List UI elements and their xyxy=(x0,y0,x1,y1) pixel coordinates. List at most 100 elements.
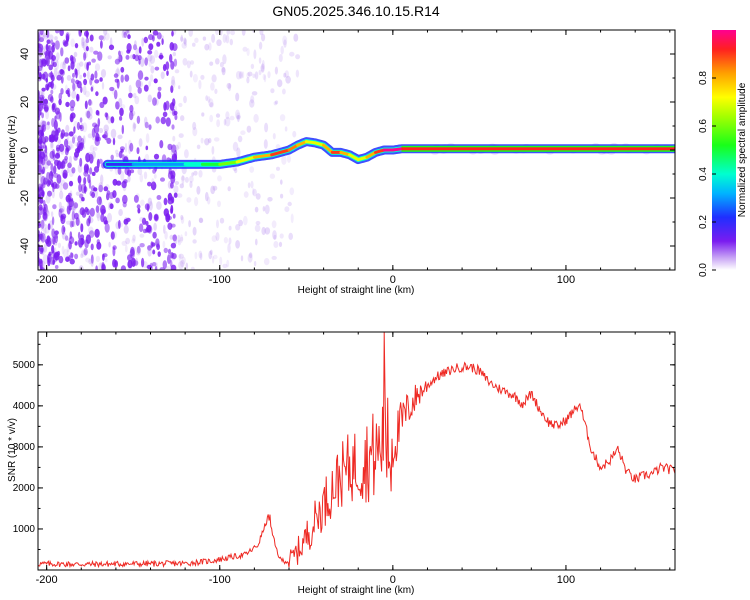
noise-blob xyxy=(70,144,74,149)
noise-blob xyxy=(49,254,53,264)
noise-blob xyxy=(74,212,79,220)
noise-blob xyxy=(219,256,223,266)
noise-blob xyxy=(38,140,43,151)
noise-blob xyxy=(88,226,94,235)
noise-blob xyxy=(152,231,157,239)
noise-blob xyxy=(50,96,54,103)
noise-blob xyxy=(226,259,230,268)
noise-blob xyxy=(69,113,74,123)
noise-blob xyxy=(47,121,50,126)
noise-blob xyxy=(236,147,241,158)
ridge-segment xyxy=(287,143,300,152)
noise-blob xyxy=(95,205,100,213)
noise-blob xyxy=(259,30,264,36)
noise-blob xyxy=(254,206,259,213)
noise-blob xyxy=(91,191,95,198)
noise-blob xyxy=(240,255,244,262)
noise-blob xyxy=(48,175,54,180)
noise-blob xyxy=(167,248,172,255)
noise-blob xyxy=(58,255,64,264)
noise-blob xyxy=(155,116,160,124)
noise-blob xyxy=(71,204,75,215)
noise-blob xyxy=(44,223,47,229)
noise-blob xyxy=(77,221,82,226)
ridge-tail-core xyxy=(401,147,675,151)
noise-blob xyxy=(108,241,111,248)
noise-blob xyxy=(167,197,173,205)
noise-blob xyxy=(45,43,49,52)
noise-blob xyxy=(211,74,217,83)
noise-blob xyxy=(53,120,58,130)
noise-blob xyxy=(211,145,215,155)
noise-blob xyxy=(180,234,183,243)
noise-blob xyxy=(286,154,291,163)
noise-blob xyxy=(110,128,117,139)
noise-blob xyxy=(148,80,152,87)
noise-blob xyxy=(87,152,92,160)
noise-blob xyxy=(39,187,44,193)
noise-blob xyxy=(172,135,176,142)
ridge-segment xyxy=(339,150,352,157)
noise-blob xyxy=(153,78,158,84)
noise-blob xyxy=(137,208,141,214)
noise-blob xyxy=(170,264,177,270)
noise-blob xyxy=(167,222,173,230)
noise-blob xyxy=(47,180,51,186)
noise-blob xyxy=(236,112,241,121)
noise-blob xyxy=(103,129,109,139)
noise-blob xyxy=(96,158,100,169)
noise-blob xyxy=(41,73,46,80)
noise-blob xyxy=(77,175,82,184)
noise-blob xyxy=(180,34,184,43)
noise-blob xyxy=(95,255,100,263)
noise-blob xyxy=(48,171,54,181)
noise-blob xyxy=(71,136,76,144)
noise-blob xyxy=(45,123,51,130)
noise-blob xyxy=(192,121,197,131)
noise-blob xyxy=(133,44,137,51)
noise-blob xyxy=(47,210,50,217)
noise-blob xyxy=(60,47,64,57)
noise-blob xyxy=(272,133,276,140)
noise-blob xyxy=(38,32,41,42)
noise-blob xyxy=(136,147,140,155)
noise-blob xyxy=(84,100,88,110)
noise-blob xyxy=(68,131,74,137)
noise-blob xyxy=(119,107,124,117)
noise-blob xyxy=(95,132,100,142)
noise-blob xyxy=(189,175,194,183)
noise-blob xyxy=(137,87,142,94)
noise-blob xyxy=(90,86,94,92)
noise-blob xyxy=(100,69,107,78)
noise-blob xyxy=(95,211,101,219)
noise-blob xyxy=(113,89,118,100)
noise-blob xyxy=(209,249,213,255)
noise-blob xyxy=(44,158,51,166)
noise-blob xyxy=(96,211,101,222)
noise-blob xyxy=(148,201,153,211)
snr-frame xyxy=(37,331,676,571)
noise-blob xyxy=(136,115,141,124)
noise-blob xyxy=(39,58,42,68)
noise-blob xyxy=(283,39,287,48)
noise-blob xyxy=(241,30,246,36)
noise-blob xyxy=(154,214,159,221)
noise-blob xyxy=(255,193,261,200)
colorbar-tick-label: 0.2 xyxy=(698,215,709,229)
noise-blob xyxy=(51,149,56,158)
noise-blob xyxy=(133,194,139,203)
noise-blob xyxy=(283,72,287,78)
noise-blob xyxy=(181,42,188,49)
noise-blob xyxy=(41,182,46,189)
noise-blob xyxy=(121,240,128,246)
noise-blob xyxy=(260,63,265,73)
noise-blob xyxy=(182,58,188,66)
noise-blob xyxy=(109,203,114,210)
noise-blob xyxy=(205,191,209,202)
noise-blob xyxy=(124,244,128,253)
noise-blob xyxy=(62,172,68,179)
noise-blob xyxy=(145,133,150,144)
noise-blob xyxy=(168,167,172,175)
noise-blob xyxy=(74,241,78,246)
noise-blob xyxy=(50,89,54,95)
